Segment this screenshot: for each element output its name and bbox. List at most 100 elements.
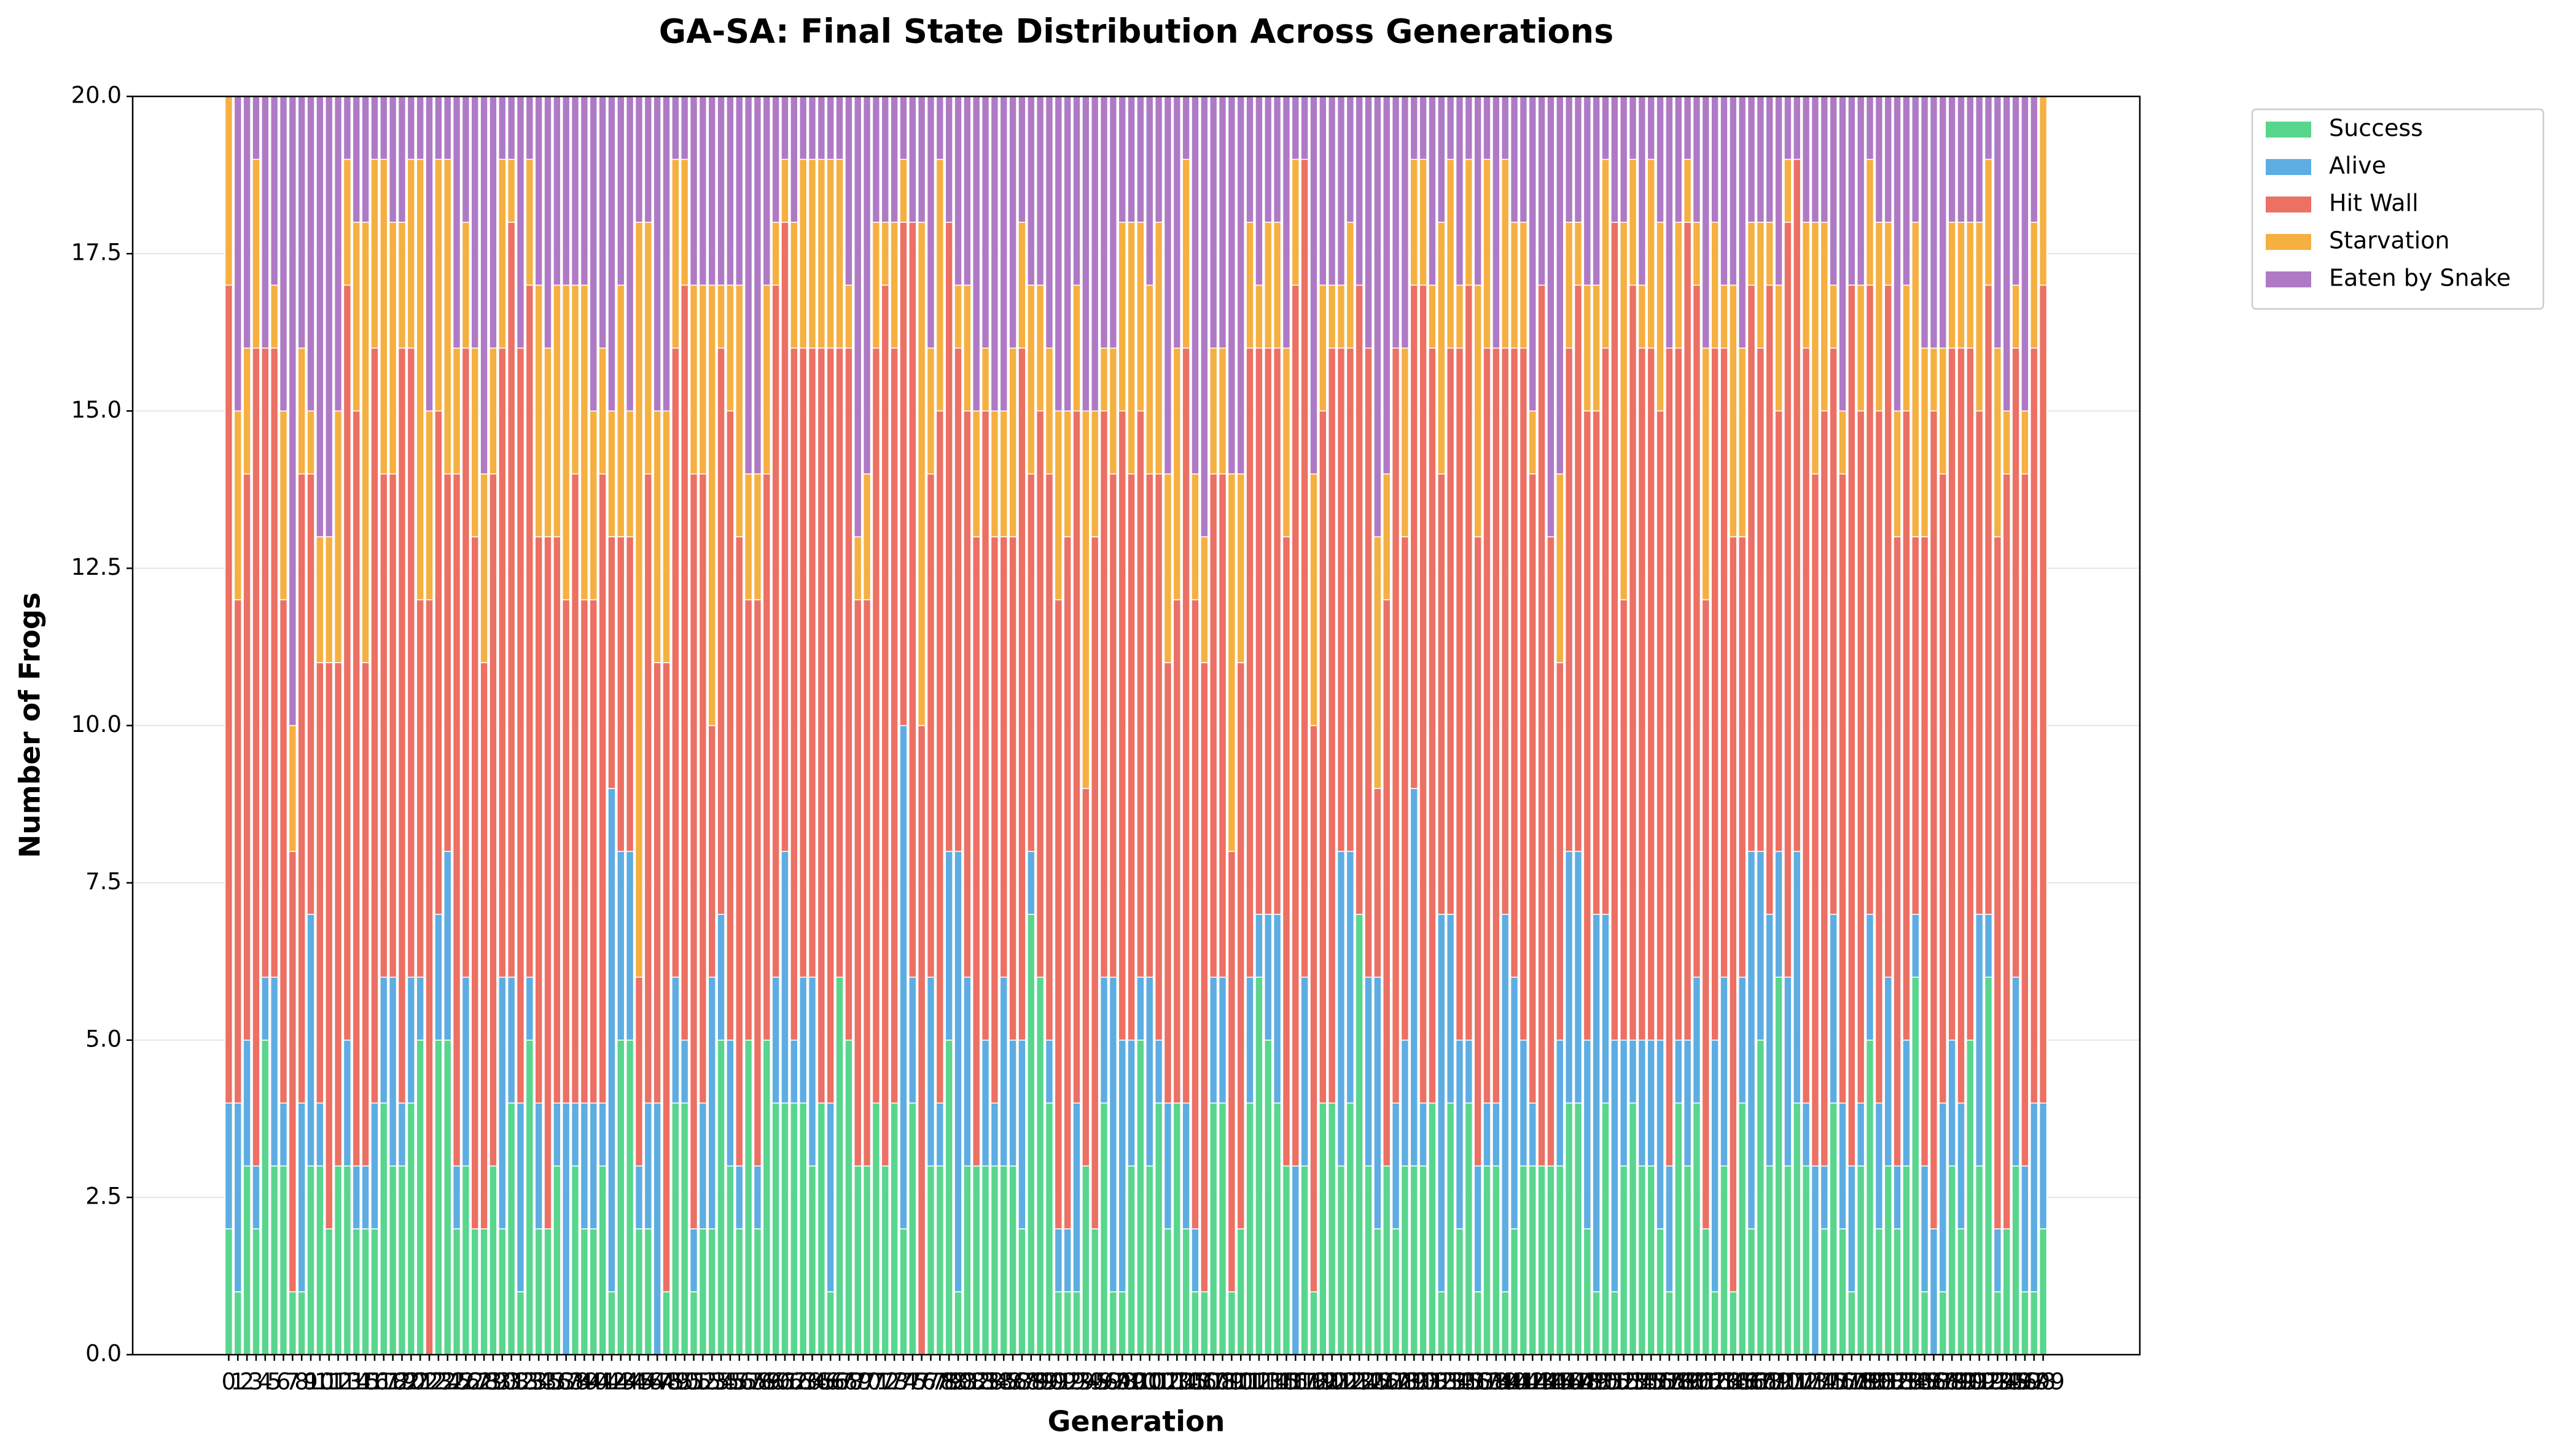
bar-segment	[1637, 348, 1647, 1041]
bar-segment	[762, 284, 771, 475]
bar-segment	[698, 96, 708, 286]
bar-segment	[845, 96, 853, 286]
x-tick-label: 115	[1255, 1369, 1299, 1395]
x-tick-label: 60	[762, 1369, 790, 1395]
bar-segment	[1574, 1102, 1583, 1355]
bar-segment	[1291, 158, 1300, 286]
bar-segment	[452, 96, 461, 349]
bar-segment	[407, 1102, 416, 1355]
bar-segment	[1510, 96, 1519, 223]
bar-segment	[2011, 284, 2020, 349]
bar-segment	[1327, 284, 1336, 349]
bar-segment	[480, 473, 488, 663]
bar-segment	[1227, 96, 1236, 475]
bar-segment	[945, 1040, 953, 1355]
x-tick-label: 23	[424, 1369, 453, 1395]
x-tick-label: 185	[1894, 1369, 1937, 1395]
bar-segment	[544, 1228, 552, 1355]
bar-segment	[1291, 96, 1300, 160]
bar-segment	[553, 1102, 561, 1167]
legend-swatch	[2266, 159, 2311, 175]
bar-segment	[1729, 284, 1738, 537]
x-tick-label: 16	[360, 1369, 389, 1395]
x-tick-label: 140	[1483, 1369, 1527, 1395]
bar-segment	[1200, 1291, 1209, 1355]
bar-segment	[926, 348, 935, 475]
x-tick-label: 170	[1757, 1369, 1801, 1395]
bar-segment	[963, 1165, 972, 1355]
bar-segment	[1473, 96, 1482, 286]
bar-segment	[671, 976, 680, 1104]
bar-segment	[1282, 536, 1291, 1167]
bar-segment	[1410, 788, 1418, 1167]
x-tick-label: 79	[935, 1369, 964, 1395]
bar-segment	[2021, 410, 2029, 475]
bar-segment	[653, 662, 661, 1104]
bar-segment	[689, 284, 698, 475]
bar-segment	[1801, 222, 1811, 349]
bar-segment	[1082, 1165, 1090, 1355]
bar-segment	[1738, 976, 1747, 1104]
bar-segment	[1109, 348, 1118, 475]
bar-segment	[698, 1102, 708, 1229]
bar-segment	[1902, 284, 1911, 411]
bar-segment	[1874, 96, 1884, 223]
legend-label: Hit Wall	[2329, 190, 2419, 217]
bar-segment	[1191, 1228, 1200, 1293]
x-tick-label: 143	[1511, 1369, 1555, 1395]
bar-segment	[1984, 284, 1993, 915]
bar-segment	[1255, 914, 1263, 978]
bar-segment	[598, 1165, 607, 1355]
x-tick-label: 145	[1529, 1369, 1573, 1395]
axes: 0.02.55.07.510.012.515.017.520.001234567…	[71, 82, 2141, 1395]
bar-segment	[306, 410, 315, 475]
bar-segment	[644, 96, 652, 223]
bar-segment	[2030, 222, 2038, 349]
bar-segment	[380, 158, 388, 475]
x-tick-label: 88	[1016, 1369, 1045, 1395]
bar-segment	[2030, 348, 2038, 1104]
x-tick-label: 77	[916, 1369, 945, 1395]
bar-segment	[416, 599, 424, 978]
bar-segment	[1948, 1165, 1956, 1355]
x-tick-label: 197	[2003, 1369, 2047, 1395]
bar-segment	[1647, 1165, 1655, 1355]
x-tick-label: 126	[1356, 1369, 1400, 1395]
bar-segment	[1364, 1165, 1373, 1355]
bar-segment	[826, 1291, 835, 1355]
bar-segment	[1464, 96, 1473, 160]
bar-segment	[1865, 1040, 1874, 1355]
bar-segment	[1847, 1165, 1856, 1293]
x-tick-label: 80	[943, 1369, 972, 1395]
bar-segment	[1027, 473, 1036, 852]
bar-segment	[1099, 410, 1109, 978]
bar-segment	[1692, 1102, 1701, 1355]
x-tick-label: 32	[506, 1369, 535, 1395]
bar-segment	[1938, 473, 1947, 1104]
bar-segment	[1865, 914, 1874, 1041]
bar-segment	[1574, 96, 1583, 223]
x-tick-label: 144	[1520, 1369, 1564, 1395]
x-tick-label: 194	[1976, 1369, 2019, 1395]
bar-segment	[416, 96, 424, 160]
bar-segment	[2002, 410, 2011, 475]
bar-segment	[1319, 284, 1327, 411]
bar-segment	[1045, 473, 1054, 1041]
bar-segment	[279, 599, 288, 1104]
bar-segment	[1592, 284, 1601, 411]
bar-segment	[425, 599, 434, 1355]
x-tick-label: 91	[1044, 1369, 1073, 1395]
bar-segment	[1327, 348, 1336, 1104]
bar-segment	[1264, 914, 1273, 1041]
bar-segment	[1829, 96, 1838, 286]
x-tick-label: 111	[1219, 1369, 1263, 1395]
bar-segment	[990, 1102, 999, 1167]
bar-segment	[580, 599, 589, 1104]
bar-segment	[1519, 348, 1528, 1041]
bar-segment	[480, 662, 488, 1229]
bar-segment	[1637, 1040, 1647, 1167]
bar-segment	[1765, 914, 1774, 1167]
x-tick-label: 196	[1994, 1369, 2038, 1395]
bar-segment	[698, 284, 708, 475]
bar-segment	[1309, 725, 1318, 1293]
